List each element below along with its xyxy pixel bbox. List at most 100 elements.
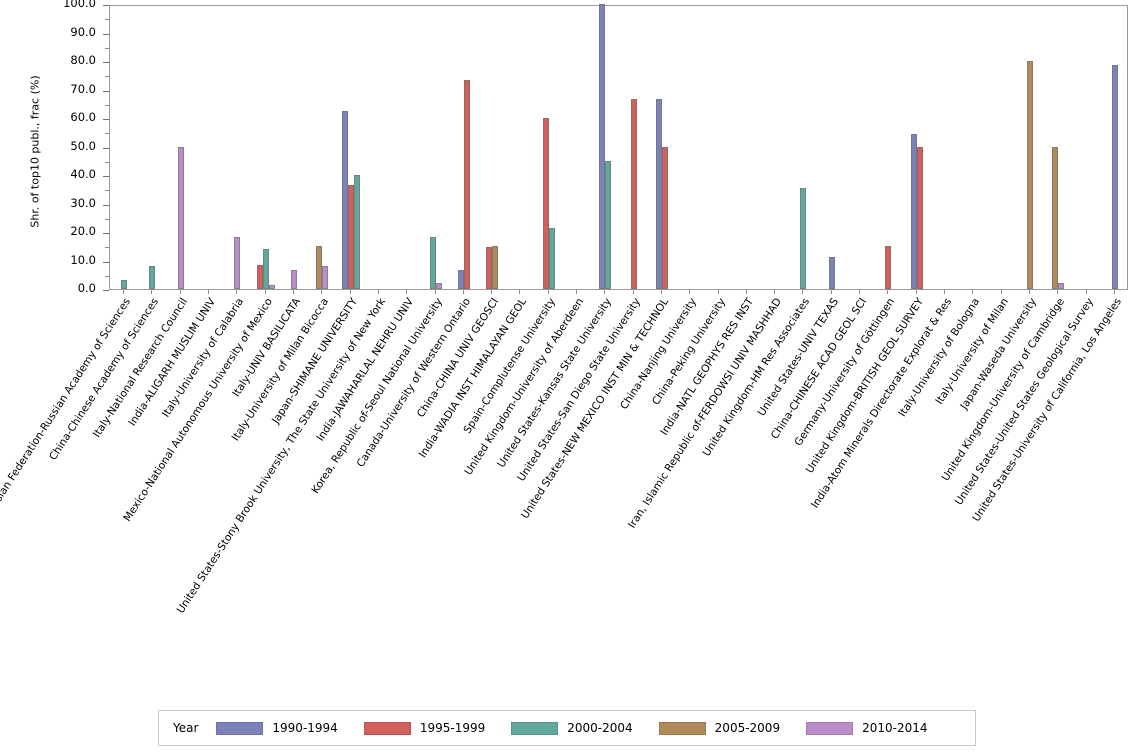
y-tick-label: 50.0	[70, 138, 96, 153]
y-tick-label: 0.0	[77, 281, 96, 295]
y-tick-minor-mark	[105, 190, 109, 192]
y-tick-label: 100.0	[63, 0, 96, 10]
x-tick-mark	[802, 290, 804, 294]
y-tick-label: 60.0	[70, 110, 96, 124]
bar	[1058, 283, 1065, 289]
x-tick-mark	[1028, 290, 1030, 294]
legend-label: 2010-2014	[862, 721, 928, 735]
x-tick-mark	[236, 290, 238, 294]
bar	[177, 146, 184, 289]
y-tick-mark	[103, 233, 109, 234]
legend-entry[interactable]: 2010-2014	[806, 721, 928, 735]
bar	[492, 245, 499, 289]
y-tick-label: 10.0	[70, 252, 96, 267]
legend-entries: 1990-1994 1995-1999 2000-2004 2005-2009 2010…	[216, 721, 953, 735]
x-tick-mark	[717, 290, 719, 294]
y-tick-mark	[103, 290, 109, 291]
x-tick-mark	[179, 290, 181, 294]
bar	[1052, 146, 1059, 289]
bar	[234, 237, 241, 289]
x-tick-mark	[887, 290, 889, 294]
x-tick-mark	[519, 290, 521, 294]
bar	[457, 270, 464, 289]
bar	[910, 133, 917, 289]
x-tick-mark	[1057, 290, 1059, 294]
y-tick-minor-mark	[105, 104, 109, 106]
x-tick-mark	[491, 290, 493, 294]
y-tick-label: 20.0	[70, 224, 96, 238]
bar	[630, 98, 637, 289]
legend: Year 1990-1994 1995-1999 2000-2004 2005-200…	[158, 710, 976, 746]
y-tick-label: 90.0	[70, 24, 96, 39]
x-tick-mark	[123, 290, 125, 294]
x-tick-mark	[774, 290, 776, 294]
x-tick-mark	[1000, 290, 1002, 294]
x-tick-mark	[660, 290, 662, 294]
x-tick-mark	[944, 290, 945, 294]
legend-color-swatch	[363, 721, 411, 735]
bar	[341, 110, 348, 289]
legend-color-swatch	[216, 721, 264, 735]
bar	[463, 80, 470, 289]
x-tick-mark	[264, 290, 266, 294]
y-tick-label: 70.0	[70, 81, 96, 96]
x-tick-mark	[915, 290, 917, 294]
bar	[885, 246, 892, 289]
legend-entry[interactable]: 1990-1994	[216, 721, 338, 735]
y-tick-label: 80.0	[70, 53, 96, 67]
bar	[256, 265, 263, 289]
legend-title: Year	[173, 721, 199, 735]
x-tick-mark	[1085, 290, 1087, 294]
y-tick-minor-mark	[105, 275, 109, 277]
x-tick-mark	[745, 290, 747, 294]
y-tick-minor-mark	[105, 247, 109, 249]
bar	[661, 146, 668, 289]
bar	[1111, 65, 1118, 289]
x-tick-mark	[151, 290, 153, 294]
bar	[542, 118, 549, 289]
x-tick-mark	[604, 290, 606, 294]
y-tick-minor-mark	[105, 218, 109, 220]
x-tick-mark	[632, 290, 634, 294]
x-tick-mark	[321, 290, 323, 294]
bar	[605, 161, 612, 289]
x-tick-mark	[406, 290, 408, 294]
legend-color-swatch	[806, 721, 854, 735]
legend-entry[interactable]: 2005-2009	[658, 721, 781, 735]
x-tick-mark	[434, 290, 436, 294]
legend-entry[interactable]: 1995-1999	[363, 721, 486, 735]
legend-label: 2005-2009	[714, 721, 781, 735]
y-tick-mark	[103, 204, 109, 206]
bar	[916, 146, 923, 289]
bar	[121, 279, 128, 289]
x-tick-mark	[208, 290, 210, 294]
y-tick-minor-mark	[105, 47, 109, 49]
legend-label: 2000-2004	[567, 721, 633, 735]
bar	[353, 175, 360, 289]
bar	[322, 266, 329, 289]
x-tick-label: China-Chinese Academy of Sciences	[47, 296, 162, 463]
bar	[268, 284, 275, 289]
legend-label: 1990-1994	[272, 721, 338, 735]
x-tick-mark	[689, 290, 691, 294]
y-tick-minor-mark	[105, 161, 109, 163]
bar	[290, 269, 297, 289]
y-tick-mark	[103, 90, 109, 92]
bar	[149, 266, 156, 289]
y-tick-mark	[103, 147, 109, 149]
bar	[655, 98, 662, 289]
y-tick-minor-mark	[105, 19, 109, 21]
bar	[1026, 61, 1033, 289]
y-tick-label: 40.0	[70, 167, 96, 181]
y-tick-mark	[103, 176, 109, 177]
y-tick-mark	[103, 5, 109, 6]
bar	[599, 4, 606, 289]
x-tick-mark	[292, 290, 294, 294]
bar	[828, 257, 835, 289]
legend-entry[interactable]: 2000-2004	[511, 721, 633, 735]
bar	[435, 283, 442, 289]
legend-color-swatch	[658, 721, 706, 735]
bar	[262, 249, 269, 289]
legend-label: 1995-1999	[419, 721, 486, 735]
